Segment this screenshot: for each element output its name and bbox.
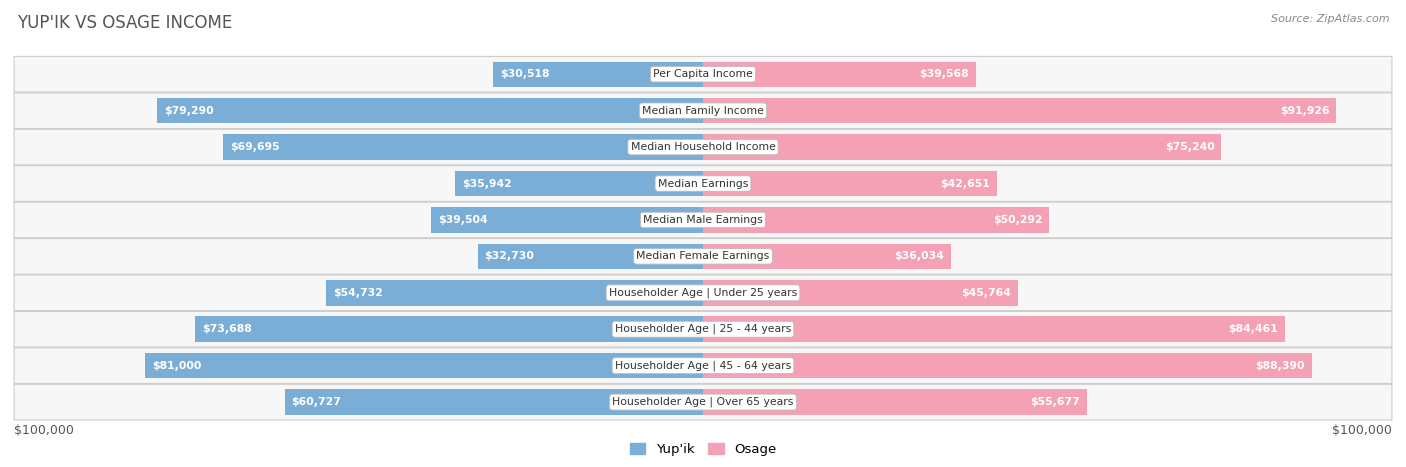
- Bar: [222, 134, 703, 160]
- Text: Householder Age | Under 25 years: Householder Age | Under 25 years: [609, 288, 797, 298]
- Bar: [326, 280, 703, 305]
- FancyBboxPatch shape: [14, 166, 1392, 201]
- Text: YUP'IK VS OSAGE INCOME: YUP'IK VS OSAGE INCOME: [17, 14, 232, 32]
- FancyBboxPatch shape: [14, 384, 1392, 420]
- Bar: [492, 62, 703, 87]
- Text: $39,504: $39,504: [437, 215, 488, 225]
- FancyBboxPatch shape: [14, 129, 1392, 165]
- Text: Median Male Earnings: Median Male Earnings: [643, 215, 763, 225]
- FancyBboxPatch shape: [14, 93, 1392, 128]
- Bar: [703, 317, 1285, 342]
- Legend: Yup'ik, Osage: Yup'ik, Osage: [624, 438, 782, 461]
- Bar: [284, 389, 703, 415]
- Text: Source: ZipAtlas.com: Source: ZipAtlas.com: [1271, 14, 1389, 24]
- Text: $100,000: $100,000: [14, 424, 75, 437]
- Text: $75,240: $75,240: [1164, 142, 1215, 152]
- Bar: [456, 171, 703, 196]
- Text: Median Earnings: Median Earnings: [658, 178, 748, 189]
- Text: Householder Age | Over 65 years: Householder Age | Over 65 years: [612, 397, 794, 407]
- Bar: [703, 207, 1049, 233]
- Text: Median Household Income: Median Household Income: [630, 142, 776, 152]
- FancyBboxPatch shape: [14, 275, 1392, 311]
- Bar: [703, 353, 1312, 378]
- Text: $30,518: $30,518: [499, 69, 550, 79]
- Bar: [430, 207, 703, 233]
- Text: Householder Age | 25 - 44 years: Householder Age | 25 - 44 years: [614, 324, 792, 334]
- Text: $79,290: $79,290: [163, 106, 214, 116]
- Bar: [703, 134, 1222, 160]
- Text: Householder Age | 45 - 64 years: Householder Age | 45 - 64 years: [614, 361, 792, 371]
- Text: $32,730: $32,730: [485, 251, 534, 262]
- Text: $84,461: $84,461: [1229, 324, 1278, 334]
- Bar: [703, 171, 997, 196]
- Text: $35,942: $35,942: [463, 178, 512, 189]
- Text: Median Family Income: Median Family Income: [643, 106, 763, 116]
- Text: $55,677: $55,677: [1031, 397, 1080, 407]
- FancyBboxPatch shape: [14, 239, 1392, 274]
- Bar: [703, 98, 1336, 123]
- Text: $73,688: $73,688: [202, 324, 252, 334]
- Bar: [703, 62, 976, 87]
- FancyBboxPatch shape: [14, 348, 1392, 383]
- FancyBboxPatch shape: [14, 311, 1392, 347]
- Text: $69,695: $69,695: [229, 142, 280, 152]
- Bar: [145, 353, 703, 378]
- Text: $88,390: $88,390: [1256, 361, 1305, 371]
- Text: $100,000: $100,000: [1331, 424, 1392, 437]
- Text: $91,926: $91,926: [1279, 106, 1330, 116]
- Bar: [703, 389, 1087, 415]
- FancyBboxPatch shape: [14, 202, 1392, 238]
- Text: $45,764: $45,764: [962, 288, 1011, 298]
- Text: $36,034: $36,034: [894, 251, 945, 262]
- FancyBboxPatch shape: [14, 57, 1392, 92]
- Text: $39,568: $39,568: [920, 69, 969, 79]
- Bar: [195, 317, 703, 342]
- Text: $42,651: $42,651: [941, 178, 990, 189]
- Text: $50,292: $50,292: [993, 215, 1043, 225]
- Bar: [703, 280, 1018, 305]
- Text: $54,732: $54,732: [333, 288, 382, 298]
- Text: $81,000: $81,000: [152, 361, 201, 371]
- Text: $60,727: $60,727: [291, 397, 342, 407]
- Text: Per Capita Income: Per Capita Income: [652, 69, 754, 79]
- Text: Median Female Earnings: Median Female Earnings: [637, 251, 769, 262]
- Bar: [156, 98, 703, 123]
- Bar: [478, 244, 703, 269]
- Bar: [703, 244, 952, 269]
